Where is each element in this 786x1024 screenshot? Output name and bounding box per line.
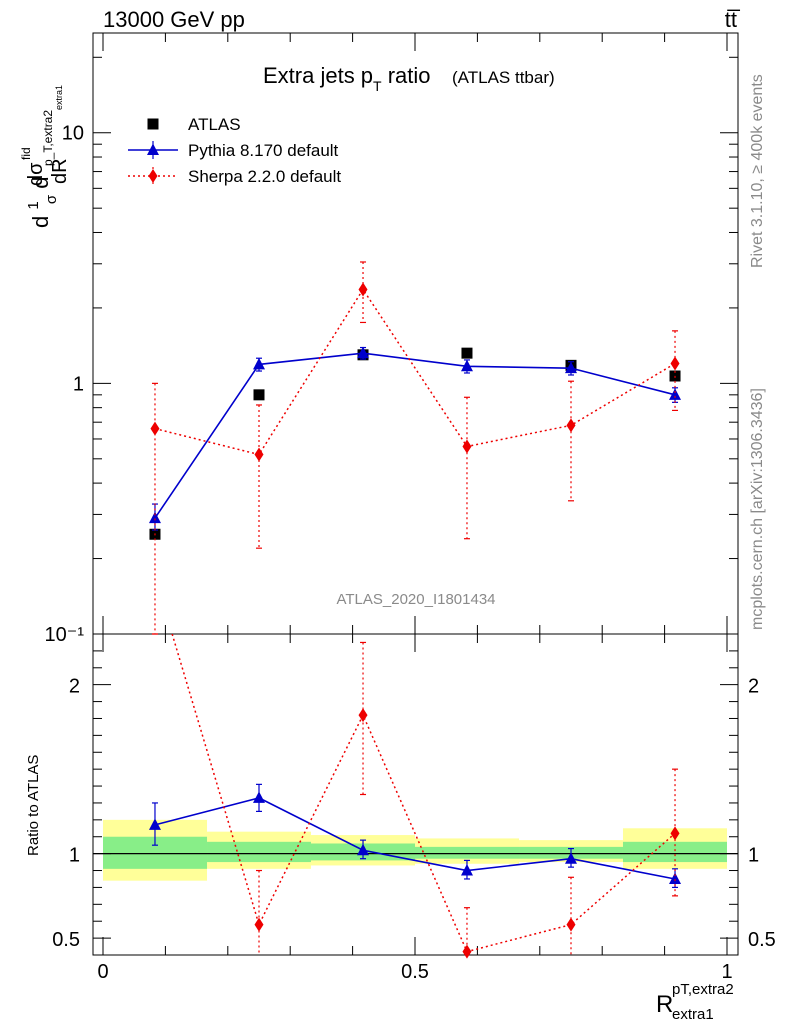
data-point-ratio: [460, 864, 473, 876]
data-point-ratio: [670, 826, 680, 841]
x-tick-label: 0.5: [401, 961, 429, 983]
data-point-main: [566, 418, 576, 433]
data-point-main: [565, 361, 577, 374]
data-point-ratio: [462, 944, 472, 959]
ratio-y-tick-label: 0.5: [52, 929, 80, 951]
main-y-tick-label: 10: [62, 123, 84, 145]
mcplots-label: mcplots.cern.ch [arXiv:1306.3436]: [749, 388, 766, 630]
data-point-ratio: [254, 917, 264, 932]
ratio-y-tick-label-right: 2: [748, 676, 759, 698]
data-point-ratio: [357, 843, 370, 856]
data-point-main: [358, 282, 368, 297]
analysis-watermark: ATLAS_2020_I1801434: [336, 591, 495, 608]
chart-title: Extra jets pT ratio: [263, 63, 431, 94]
chart-title-note: (ATLAS ttbar): [452, 68, 555, 87]
series-line-ratio: [154, 797, 676, 880]
svg-text:pT,extra2: pT,extra2: [672, 981, 734, 998]
ratio-y-tick-label-right: 0.5: [748, 929, 776, 951]
svg-text:dR: dR: [49, 158, 71, 184]
svg-text:d 1 σ d: d 1 σ d: [18, 177, 61, 228]
data-point-main: [253, 389, 265, 401]
ratio-y-tick-label: 2: [69, 676, 80, 698]
series-line-main: [154, 352, 676, 519]
main-y-tick-label: 1: [73, 373, 84, 395]
data-point-main: [670, 356, 680, 371]
data-point-main: [460, 359, 473, 372]
data-point-main: [254, 447, 264, 462]
svg-text:extra1: extra1: [672, 1006, 714, 1023]
x-axis-label: R pT,extra2 extra1: [656, 981, 734, 1023]
rivet-label: Rivet 3.1.10, ≥ 400k events: [749, 74, 766, 268]
data-point-main: [357, 346, 370, 359]
x-tick-label: 0: [97, 961, 108, 983]
series-line-main: [154, 288, 676, 456]
data-point-main: [461, 347, 473, 359]
data-point-ratio: [669, 872, 682, 884]
svg-text:extra1: extra1: [54, 85, 64, 110]
chart-title-sub: T: [373, 78, 382, 94]
data-point-ratio: [148, 818, 161, 830]
data-point-main: [148, 511, 161, 524]
axis-ticks: 0 0.5 1 10⁻¹ 1 10 0.5 0.5 1 1 2 2: [45, 33, 776, 983]
legend-label: Sherpa 2.2.0 default: [188, 167, 341, 186]
series-2: [150, 261, 680, 959]
x-tick-label: 1: [721, 961, 732, 983]
legend-marker: [147, 143, 159, 155]
data-point-main: [669, 388, 682, 400]
legend-label: ATLAS: [188, 115, 241, 134]
header-energy: 13000 GeV pp: [103, 7, 245, 32]
series-1: [148, 346, 682, 889]
data-point-ratio: [358, 708, 368, 723]
data-point-ratio: [566, 917, 576, 932]
ratio-y-tick-label-right: 1: [748, 845, 759, 867]
ratio-panel-frame: [92, 633, 739, 956]
main-y-tick-label: 10⁻¹: [45, 624, 85, 646]
legend-marker: [147, 118, 159, 130]
legend-marker: [148, 169, 158, 183]
data-point-main: [150, 421, 160, 436]
series-line-ratio: [171, 634, 676, 953]
data-point-main: [253, 357, 265, 370]
svg-text:fid: fid: [19, 147, 33, 160]
series-layer: [148, 261, 682, 959]
data-point-ratio: [565, 852, 577, 864]
header-process: tt̅: [725, 7, 741, 32]
ratio-y-label: Ratio to ATLAS: [25, 755, 42, 856]
legend-label: Pythia 8.170 default: [188, 141, 339, 160]
ratio-y-tick-label: 1: [69, 845, 80, 867]
main-y-label: d 1 σ d dσ fid dR p_T,extra2 extra1: [18, 85, 71, 228]
svg-text:p_T,extra2: p_T,extra2: [41, 110, 55, 166]
chart-title-suffix: ratio: [382, 63, 431, 88]
ratio-band-inner: [415, 846, 520, 859]
svg-text:R: R: [656, 991, 673, 1018]
legend: ATLAS Pythia 8.170 default Sherpa 2.2.0 de…: [128, 115, 341, 186]
data-point-ratio: [253, 791, 265, 803]
svg-text:dσ: dσ: [25, 162, 47, 186]
data-point-main: [462, 439, 472, 454]
ratio-band-inner: [207, 841, 311, 863]
